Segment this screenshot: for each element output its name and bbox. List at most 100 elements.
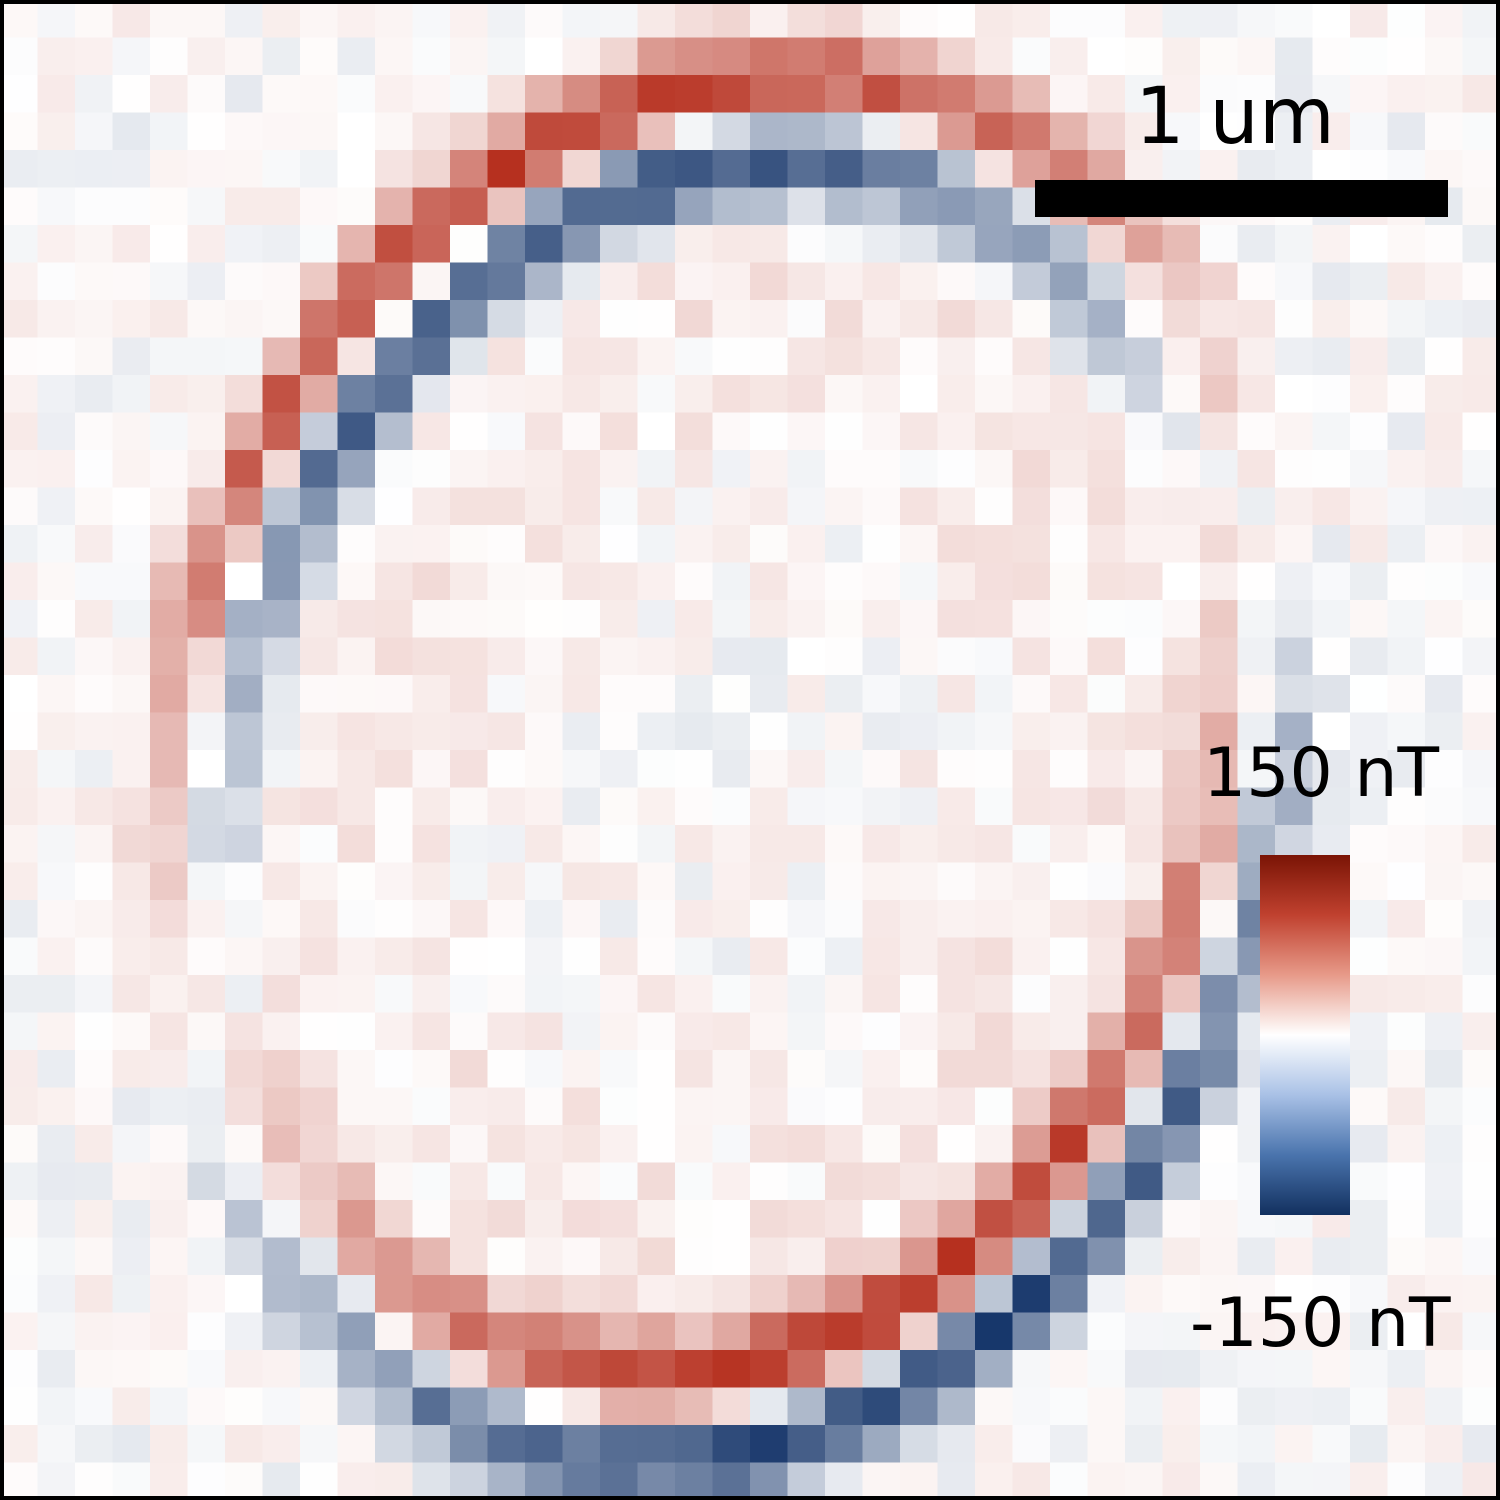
heatmap-cell	[75, 375, 114, 414]
heatmap-cell	[675, 562, 714, 601]
heatmap-cell	[1462, 1312, 1500, 1351]
heatmap-cell	[562, 37, 601, 76]
heatmap-cell	[1050, 1012, 1089, 1051]
heatmap-cell	[1125, 375, 1164, 414]
heatmap-cell	[1162, 375, 1201, 414]
heatmap-cell	[487, 825, 526, 864]
heatmap-cell	[0, 75, 39, 114]
heatmap-cell	[0, 562, 39, 601]
heatmap-cell	[0, 450, 39, 489]
heatmap-cell	[1012, 1350, 1051, 1389]
heatmap-cell	[225, 1387, 264, 1426]
heatmap-cell	[975, 1125, 1014, 1164]
heatmap-cell	[1237, 1350, 1276, 1389]
heatmap-cell	[1425, 525, 1464, 564]
heatmap-cell	[1462, 75, 1500, 114]
heatmap-cell	[900, 1425, 939, 1464]
heatmap-cell	[1012, 75, 1051, 114]
heatmap-cell	[975, 937, 1014, 976]
heatmap-cell	[412, 1200, 451, 1239]
heatmap-cell	[337, 600, 376, 639]
heatmap-cell	[675, 862, 714, 901]
heatmap-cell	[1350, 112, 1389, 151]
heatmap-cell	[375, 675, 414, 714]
heatmap-cell	[750, 825, 789, 864]
heatmap-cell	[525, 262, 564, 301]
heatmap-cell	[525, 1200, 564, 1239]
heatmap-cell	[562, 1312, 601, 1351]
heatmap-cell	[675, 337, 714, 376]
heatmap-cell	[150, 487, 189, 526]
heatmap-cell	[112, 1312, 151, 1351]
heatmap-cell	[1275, 600, 1314, 639]
heatmap-cell	[450, 1350, 489, 1389]
heatmap-cell	[712, 1425, 751, 1464]
heatmap-cell	[862, 1125, 901, 1164]
heatmap-cell	[862, 900, 901, 939]
heatmap-cell	[225, 900, 264, 939]
heatmap-cell	[600, 712, 639, 751]
heatmap-cell	[450, 337, 489, 376]
heatmap-cell	[262, 75, 301, 114]
heatmap-cell	[1012, 1162, 1051, 1201]
heatmap-cell	[1087, 375, 1126, 414]
heatmap-cell	[337, 375, 376, 414]
heatmap-cell	[1162, 450, 1201, 489]
heatmap-cell	[862, 1312, 901, 1351]
heatmap-cell	[37, 712, 76, 751]
heatmap-cell	[1200, 1125, 1239, 1164]
heatmap-cell	[900, 300, 939, 339]
heatmap-cell	[937, 975, 976, 1014]
heatmap-cell	[637, 1275, 676, 1314]
heatmap-cell	[712, 750, 751, 789]
heatmap-cell	[112, 1462, 151, 1500]
heatmap-cell	[637, 1425, 676, 1464]
heatmap-cell	[262, 300, 301, 339]
heatmap-cell	[1125, 562, 1164, 601]
heatmap-cell	[412, 262, 451, 301]
heatmap-cell	[1087, 750, 1126, 789]
heatmap-cell	[1125, 1012, 1164, 1051]
heatmap-cell	[1350, 0, 1389, 39]
heatmap-cell	[937, 262, 976, 301]
heatmap-cell	[337, 1387, 376, 1426]
heatmap-cell	[225, 412, 264, 451]
heatmap-cell	[1462, 225, 1500, 264]
heatmap-cell	[600, 1275, 639, 1314]
heatmap-cell	[750, 975, 789, 1014]
heatmap-cell	[37, 0, 76, 39]
heatmap-cell	[450, 487, 489, 526]
heatmap-cell	[562, 187, 601, 226]
heatmap-cell	[375, 1087, 414, 1126]
heatmap-cell	[1087, 1425, 1126, 1464]
heatmap-cell	[1425, 0, 1464, 39]
heatmap-cell	[712, 600, 751, 639]
heatmap-cell	[300, 450, 339, 489]
heatmap-cell	[1425, 75, 1464, 114]
heatmap-cell	[900, 1050, 939, 1089]
heatmap-cell	[225, 1162, 264, 1201]
heatmap-cell	[525, 862, 564, 901]
heatmap-cell	[1012, 262, 1051, 301]
heatmap-cell	[1350, 862, 1389, 901]
heatmap-cell	[112, 0, 151, 39]
heatmap-cell	[412, 112, 451, 151]
heatmap-cell	[1387, 75, 1426, 114]
heatmap-cell	[1462, 1387, 1500, 1426]
heatmap-cell	[937, 637, 976, 676]
heatmap-cell	[1387, 412, 1426, 451]
heatmap-cell	[1050, 937, 1089, 976]
heatmap-cell	[1312, 1350, 1351, 1389]
heatmap-cell	[1237, 600, 1276, 639]
heatmap-cell	[937, 150, 976, 189]
heatmap-cell	[1087, 1200, 1126, 1239]
heatmap-cell	[1162, 712, 1201, 751]
heatmap-cell	[1237, 450, 1276, 489]
heatmap-cell	[825, 1275, 864, 1314]
heatmap-cell	[1012, 1387, 1051, 1426]
heatmap-cell	[375, 1387, 414, 1426]
heatmap-cell	[825, 1012, 864, 1051]
heatmap-cell	[450, 1462, 489, 1500]
heatmap-cell	[712, 0, 751, 39]
heatmap-cell	[900, 1125, 939, 1164]
